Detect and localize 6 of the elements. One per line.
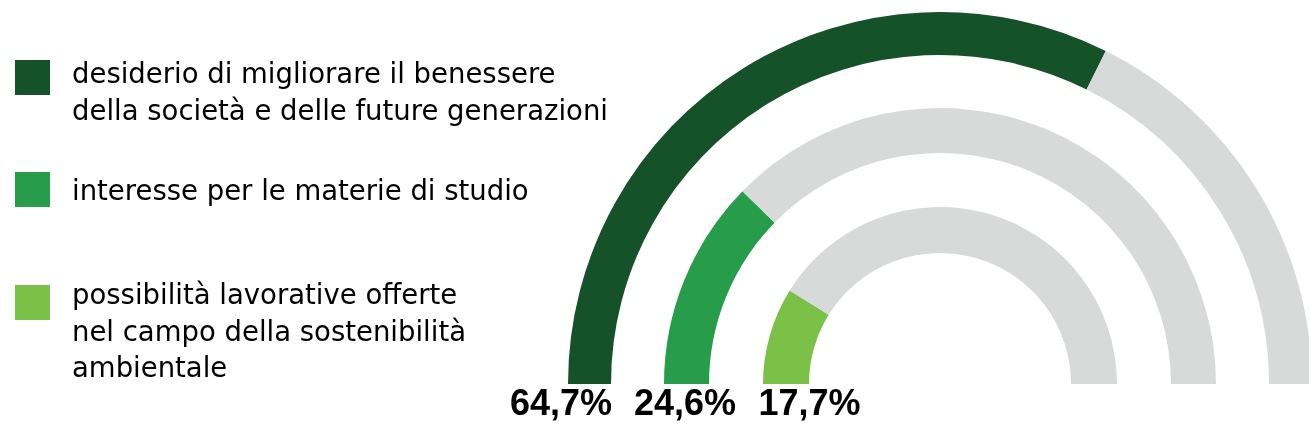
data-label: 17,7% <box>758 382 861 423</box>
legend-label: desiderio di migliorare il benessere della società e delle future generazioni <box>72 56 609 128</box>
data-label: 64,7% <box>509 382 613 423</box>
data-label: 24,6% <box>633 382 737 423</box>
legend-label: interesse per le materie di studio <box>72 173 530 208</box>
legend-label: possibilità lavorative offerte nel campo della sostenibilità ambientale <box>72 277 468 385</box>
